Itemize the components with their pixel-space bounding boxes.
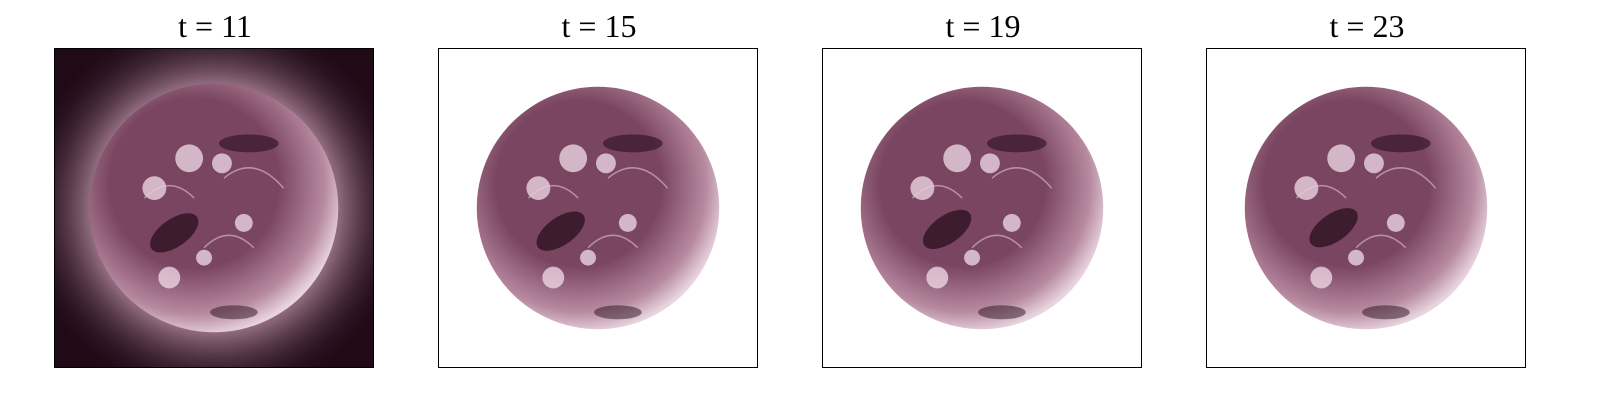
panel-1: t = 11 <box>50 0 380 400</box>
solar-image-frame <box>1206 48 1526 368</box>
solar-image-frame <box>438 48 758 368</box>
solar-disk-image <box>476 86 720 330</box>
solar-image-frame <box>822 48 1142 368</box>
panel-2: t = 15 <box>434 0 764 400</box>
panel-title: t = 19 <box>945 8 1021 44</box>
solar-disk-image <box>860 86 1104 330</box>
panel-title: t = 15 <box>561 8 637 44</box>
panel-title: t = 11 <box>178 8 252 44</box>
panel-title: t = 23 <box>1329 8 1405 44</box>
solar-image-frame <box>54 48 374 368</box>
solar-disk-image <box>55 49 373 367</box>
panel-3: t = 19 <box>818 0 1148 400</box>
panel-4: t = 23 <box>1202 0 1532 400</box>
solar-disk-image <box>1244 86 1488 330</box>
